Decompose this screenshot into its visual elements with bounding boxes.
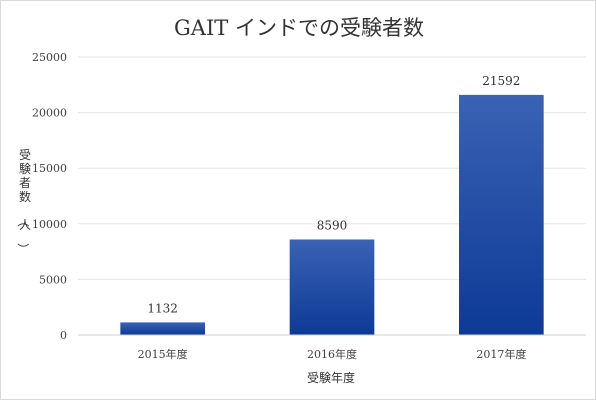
y-tick-label: 15000 (32, 162, 67, 175)
bar (120, 322, 205, 335)
y-tick-label: 25000 (32, 51, 67, 64)
chart-title: GAIT インドでの受験者数 (174, 16, 424, 40)
y-tick-label: 5000 (39, 273, 67, 286)
x-axis-label: 受験年度 (307, 370, 355, 385)
bars: 1132 8590 21592 (120, 74, 544, 335)
x-tick-label: 2015年度 (138, 347, 188, 361)
x-tick-label: 2017年度 (476, 347, 526, 361)
y-axis-label: 受験者数（人） (16, 148, 31, 255)
bar (459, 94, 544, 335)
x-tick-label: 2016年度 (307, 347, 357, 361)
data-label: 21592 (482, 74, 520, 88)
y-axis-label-text: 受験者数（人） (16, 148, 31, 255)
y-axis-ticks: 0 5000 10000 15000 20000 25000 (32, 51, 67, 342)
x-axis-ticks: 2015年度 2016年度 2017年度 (138, 347, 527, 361)
data-label: 1132 (147, 301, 178, 315)
y-tick-label: 20000 (32, 107, 67, 120)
y-tick-label: 0 (60, 329, 67, 342)
y-tick-label: 10000 (32, 218, 67, 231)
bar (289, 239, 375, 335)
data-label: 8590 (317, 218, 348, 232)
